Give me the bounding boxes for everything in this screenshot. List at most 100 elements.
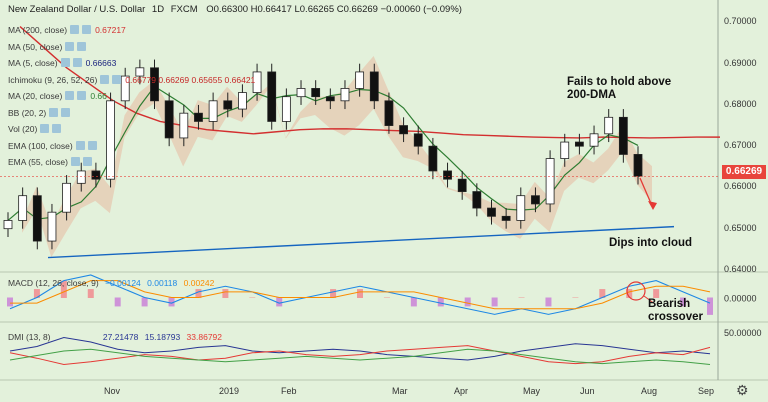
indicator-row[interactable]: MA (200, close) 0.67217 — [8, 25, 126, 36]
indicator-value: 0.66 — [90, 91, 107, 101]
macd-histogram-bar — [222, 289, 229, 298]
candle-body — [384, 100, 394, 126]
crossover-pointer — [643, 295, 656, 305]
macd-histogram-bar — [276, 297, 283, 307]
settings-icon[interactable] — [112, 74, 122, 84]
price-tick-label: 0.68000 — [724, 98, 757, 109]
ma200-line — [19, 26, 720, 139]
price-tick-label: 0.67000 — [724, 140, 757, 151]
candle-body — [32, 195, 42, 242]
candle-body — [340, 88, 350, 102]
candle-body — [223, 100, 233, 110]
eye-icon[interactable] — [65, 91, 75, 100]
candle-body — [604, 116, 614, 135]
macd-histogram-bar — [653, 289, 660, 298]
macd-histogram-bar — [87, 289, 94, 298]
ohlc-readout: O0.66300 H0.66417 L0.66265 C0.66269 −0.0… — [206, 4, 462, 15]
candle-body — [3, 220, 13, 230]
macd-label[interactable]: MACD (12, 26, close, 9) — [8, 278, 99, 288]
eye-icon[interactable] — [40, 124, 50, 133]
annotation-dip: Dips into cloud — [609, 237, 693, 249]
settings-icon[interactable] — [77, 41, 87, 51]
eye-icon[interactable] — [75, 140, 85, 150]
settings-icon[interactable] — [77, 91, 87, 100]
candle-body — [179, 112, 189, 139]
price-tick-label: 0.64000 — [724, 263, 757, 274]
indicator-label: MA (20, close) — [8, 91, 63, 101]
macd-zero-label: 0.00000 — [724, 294, 757, 304]
indicator-label: Ichimoku (9, 26, 52, 26) — [8, 74, 98, 85]
macd-histogram-bar — [33, 289, 40, 298]
macd-histogram-bar — [707, 297, 713, 315]
candle-body — [545, 158, 555, 205]
settings-icon[interactable] — [87, 140, 97, 150]
macd-value-3: 0.00242 — [183, 278, 215, 288]
eye-icon[interactable] — [49, 107, 59, 117]
dmi-value-2: 15.18793 — [144, 332, 181, 342]
dmi-label[interactable]: DMI (13, 8) — [8, 332, 51, 342]
candle-body — [311, 88, 321, 98]
indicator-label: BB (20, 2) — [8, 107, 47, 118]
time-tick-label: 2019 — [219, 386, 240, 396]
candle-body — [238, 92, 247, 110]
macd-histogram-bar — [195, 289, 202, 298]
candle-body — [487, 207, 496, 217]
candle-body — [62, 182, 72, 213]
symbol-name[interactable]: New Zealand Dollar / U.S. Dollar — [8, 4, 146, 15]
time-tick-label: Apr — [454, 386, 469, 396]
macd-histogram-bar — [491, 297, 498, 307]
eye-icon[interactable] — [100, 74, 110, 84]
macd-histogram-bar — [141, 297, 148, 307]
indicator-value: 0.66663 — [85, 58, 117, 68]
time-tick-label: Feb — [281, 386, 297, 396]
candle-body — [18, 195, 28, 221]
macd-histogram-bar — [330, 289, 337, 298]
indicator-row[interactable]: BB (20, 2) — [8, 107, 71, 119]
macd-histogram-bar — [626, 289, 633, 298]
candle-body — [501, 215, 511, 221]
interval-label[interactable]: 1D — [151, 4, 165, 15]
macd-value-1: −0.00124 — [105, 278, 141, 288]
indicator-row[interactable]: Ichimoku (9, 26, 52, 26) 0.66779 0.66269 … — [8, 74, 256, 86]
price-tick-label: 0.69000 — [724, 57, 757, 68]
eye-icon[interactable] — [60, 58, 70, 67]
down-arrow-head — [648, 201, 657, 210]
candle-body — [369, 71, 379, 102]
macd-histogram-bar — [437, 297, 444, 307]
candle-body — [399, 125, 408, 135]
ichimoku-cloud — [22, 56, 652, 258]
eye-icon[interactable] — [71, 157, 80, 166]
indicator-row[interactable]: MA (20, close) 0.66 — [8, 91, 107, 102]
settings-icon[interactable] — [82, 25, 92, 34]
macd-histogram-bar — [7, 297, 13, 307]
macd-histogram-bar — [114, 297, 121, 307]
eye-icon[interactable] — [70, 25, 80, 34]
indicator-row[interactable]: EMA (100, close) — [8, 140, 97, 152]
indicator-row[interactable]: EMA (55, close) — [8, 157, 92, 168]
eye-icon[interactable] — [65, 41, 75, 51]
candle-body — [135, 67, 145, 77]
gear-icon[interactable]: ⚙ — [736, 382, 749, 398]
macd-histogram-bar — [60, 280, 67, 298]
time-tick-label: Aug — [641, 386, 658, 396]
indicator-row[interactable]: MA (5, close) 0.66663 — [8, 58, 116, 69]
chart-title: New Zealand Dollar / U.S. Dollar 1D FXCM… — [8, 4, 462, 15]
settings-icon[interactable] — [61, 107, 71, 117]
settings-icon[interactable] — [83, 157, 92, 166]
candle-body — [413, 133, 423, 147]
macd-histogram-bar — [545, 297, 552, 307]
time-tick-label: Mar — [392, 386, 408, 396]
indicator-row[interactable]: Vol (20) — [8, 124, 62, 135]
support-trendline — [47, 225, 675, 259]
macd-histogram-bar — [518, 297, 525, 298]
dmi-line-adx — [9, 348, 711, 365]
candle-body — [633, 154, 643, 177]
macd-histogram-bar — [572, 297, 579, 298]
settings-icon[interactable] — [72, 58, 82, 67]
time-tick-label: Nov — [104, 386, 121, 396]
settings-icon[interactable] — [52, 124, 62, 133]
candle-body — [443, 170, 452, 180]
indicator-value: 0.66779 0.66269 0.65655 0.66421 — [125, 74, 256, 85]
indicator-row[interactable]: MA (50, close) — [8, 41, 87, 53]
